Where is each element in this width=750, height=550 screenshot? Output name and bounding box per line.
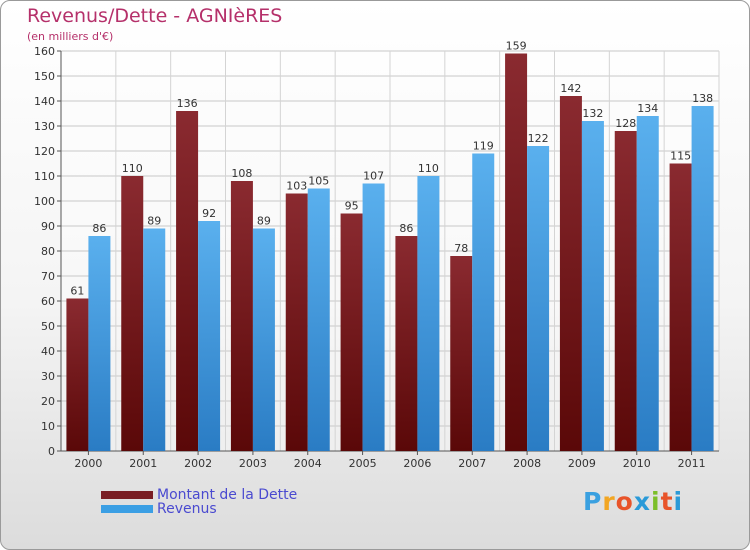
- x-tick-label: 2008: [513, 457, 541, 470]
- bar-value-label: 78: [454, 242, 468, 255]
- logo-letter: P: [583, 487, 603, 516]
- x-tick-label: 2002: [184, 457, 212, 470]
- y-tick-label: 130: [34, 120, 55, 133]
- bar-dette: [450, 256, 473, 451]
- bar-value-label: 159: [506, 40, 527, 53]
- bar-dette: [669, 163, 692, 451]
- bar-value-label: 134: [637, 102, 658, 115]
- bar-value-label: 142: [560, 82, 581, 95]
- bar-revenus: [581, 121, 604, 451]
- bar-dette: [66, 298, 89, 451]
- bar-value-label: 115: [670, 150, 691, 163]
- bar-revenus: [143, 228, 166, 451]
- legend-swatch-revenus: [101, 505, 153, 513]
- x-tick-label: 2004: [294, 457, 322, 470]
- bar-value-label: 110: [122, 162, 143, 175]
- y-tick-label: 120: [34, 145, 55, 158]
- y-tick-label: 140: [34, 95, 55, 108]
- logo-letter: i: [673, 487, 684, 516]
- bar-revenus: [88, 236, 111, 451]
- y-tick-label: 40: [41, 345, 55, 358]
- y-tick-label: 70: [41, 270, 55, 283]
- logo-letter: t: [660, 487, 674, 516]
- y-tick-label: 0: [48, 445, 55, 458]
- bar-revenus: [307, 188, 330, 451]
- bar-value-label: 122: [528, 132, 549, 145]
- bar-revenus: [198, 221, 221, 451]
- bar-dette: [121, 176, 144, 451]
- y-tick-label: 10: [41, 420, 55, 433]
- y-tick-label: 50: [41, 320, 55, 333]
- x-tick-label: 2000: [74, 457, 102, 470]
- legend-item-revenus: Revenus: [101, 501, 217, 517]
- bar-value-label: 136: [177, 97, 198, 110]
- x-tick-label: 2005: [349, 457, 377, 470]
- bar-dette: [285, 193, 308, 451]
- x-tick-label: 2011: [678, 457, 706, 470]
- x-tick-label: 2010: [623, 457, 651, 470]
- bar-value-label: 89: [147, 215, 161, 228]
- logo-letter: o: [615, 487, 634, 516]
- bar-value-label: 92: [202, 207, 216, 220]
- bar-value-label: 103: [286, 180, 307, 193]
- bar-revenus: [252, 228, 275, 451]
- y-tick-label: 90: [41, 220, 55, 233]
- y-tick-label: 110: [34, 170, 55, 183]
- bar-value-label: 128: [615, 117, 636, 130]
- y-tick-label: 100: [34, 195, 55, 208]
- chart-title: Revenus/Dette - AGNIèRES: [27, 5, 283, 27]
- bar-revenus: [362, 183, 385, 451]
- logo-letter: r: [602, 487, 616, 516]
- bar-value-label: 138: [692, 92, 713, 105]
- bar-dette: [230, 181, 253, 451]
- bar-dette: [395, 236, 418, 451]
- bar-revenus: [691, 106, 714, 451]
- bar-dette: [176, 111, 199, 451]
- bar-value-label: 61: [70, 285, 84, 298]
- y-tick-label: 80: [41, 245, 55, 258]
- legend-label-revenus: Revenus: [157, 501, 217, 517]
- bar-value-label: 107: [363, 170, 384, 183]
- proxiti-logo: Proxiti: [583, 487, 683, 516]
- bar-value-label: 108: [231, 167, 252, 180]
- y-tick-label: 160: [34, 45, 55, 58]
- legend-item-dette: Montant de la Dette: [101, 487, 298, 503]
- y-tick-label: 30: [41, 370, 55, 383]
- bar-revenus: [636, 116, 659, 451]
- bar-value-label: 86: [92, 222, 106, 235]
- x-tick-label: 2009: [568, 457, 596, 470]
- logo-letter: i: [651, 487, 661, 516]
- y-tick-label: 60: [41, 295, 55, 308]
- bar-dette: [505, 53, 528, 451]
- bar-dette: [559, 96, 582, 451]
- bar-value-label: 105: [308, 175, 329, 188]
- y-tick-label: 20: [41, 395, 55, 408]
- logo-letter: x: [633, 487, 651, 516]
- bar-revenus: [417, 176, 440, 451]
- legend-label-dette: Montant de la Dette: [157, 487, 298, 503]
- chart-unit-label: (en milliers d'€): [27, 30, 114, 43]
- bar-revenus: [472, 153, 495, 451]
- x-tick-label: 2006: [403, 457, 431, 470]
- bar-revenus: [527, 146, 550, 451]
- bar-value-label: 86: [399, 222, 413, 235]
- bar-dette: [340, 213, 363, 451]
- bar-value-label: 95: [345, 200, 359, 213]
- bar-value-label: 119: [473, 140, 494, 153]
- bar-value-label: 132: [582, 107, 603, 120]
- x-tick-label: 2003: [239, 457, 267, 470]
- legend-swatch-dette: [101, 491, 153, 499]
- bar-value-label: 89: [257, 215, 271, 228]
- y-tick-label: 150: [34, 70, 55, 83]
- bar-dette: [614, 131, 637, 451]
- bar-value-label: 110: [418, 162, 439, 175]
- x-tick-label: 2007: [458, 457, 486, 470]
- x-tick-label: 2001: [129, 457, 157, 470]
